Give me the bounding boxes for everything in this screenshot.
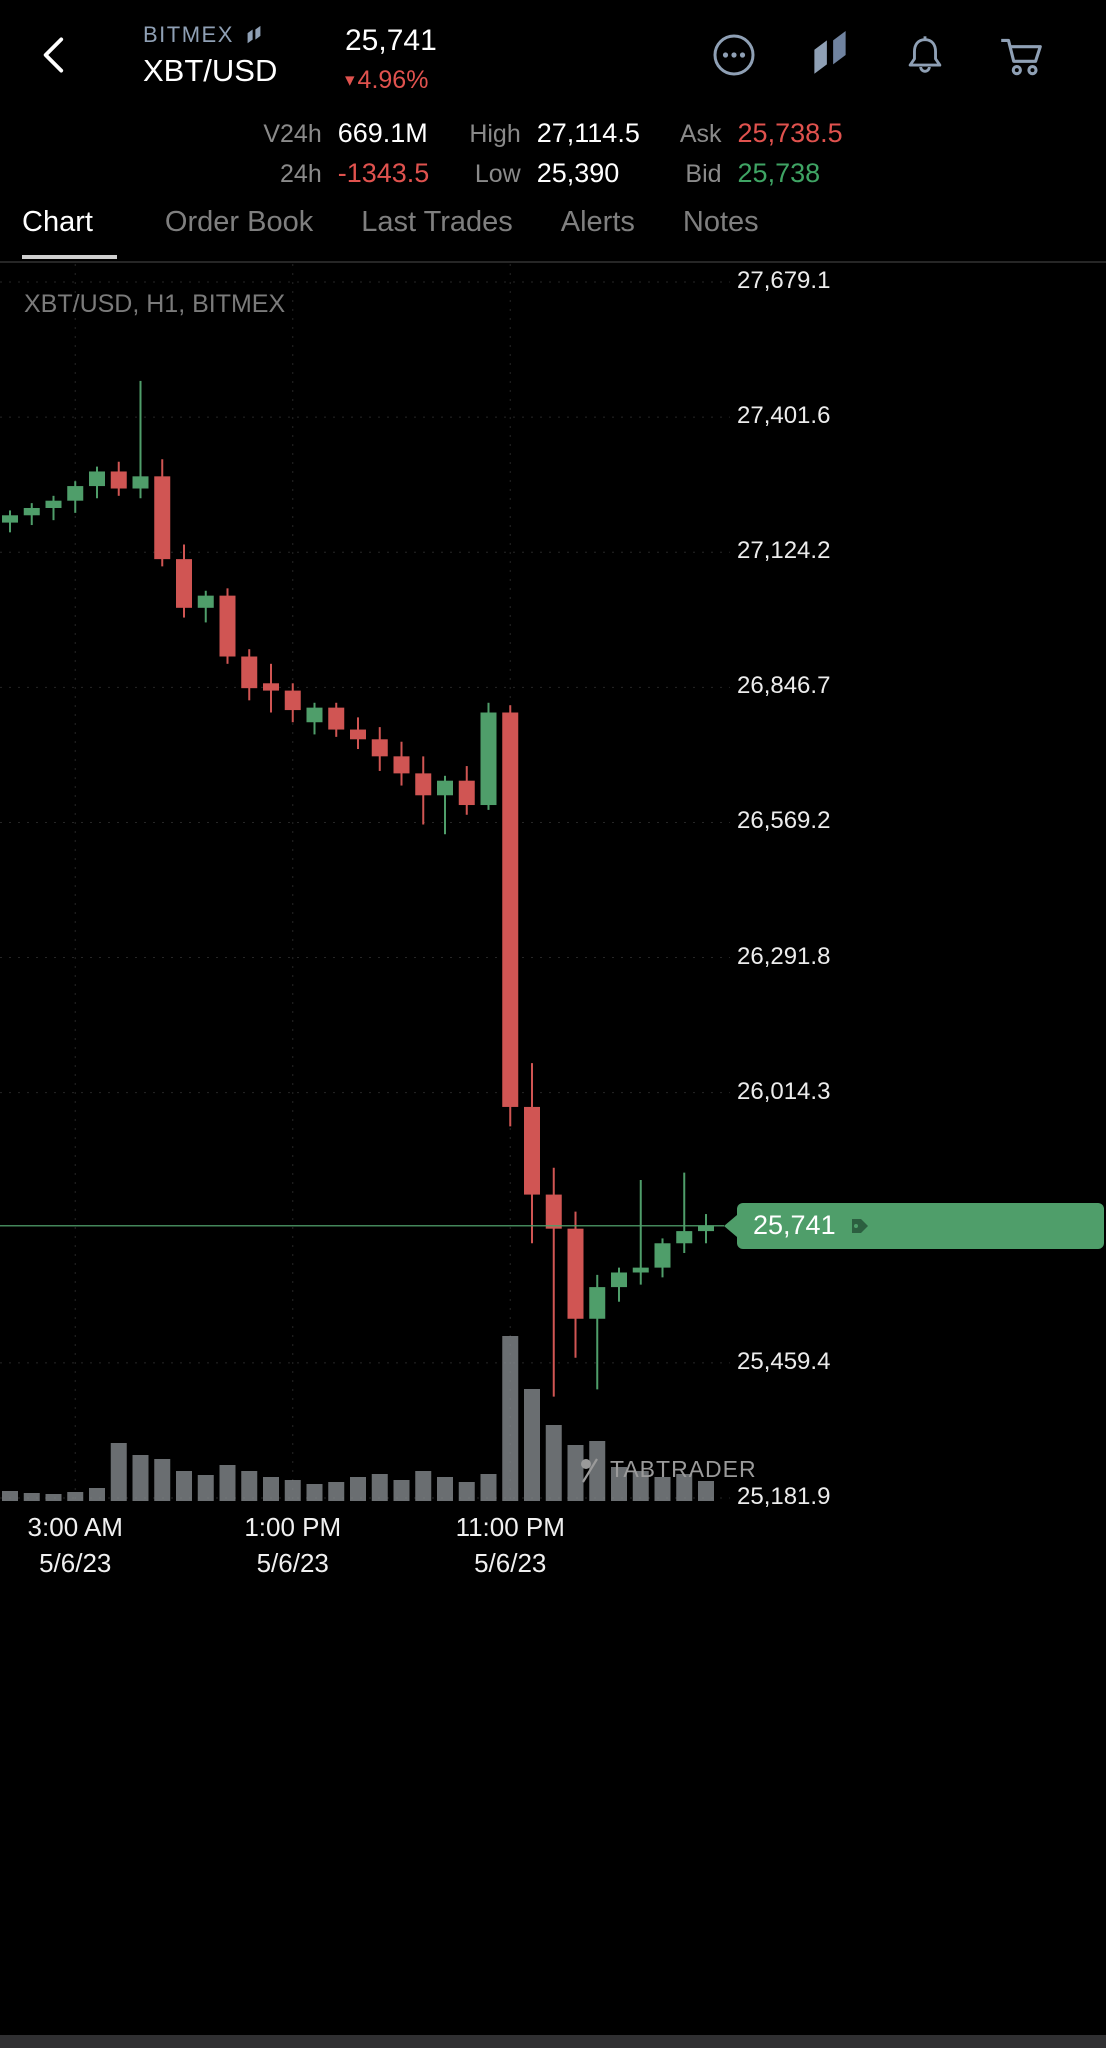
header-actions [710,30,1048,80]
ask-label: Ask [679,120,722,148]
low-label: Low [474,160,521,188]
price-tag-arrow-icon [724,1214,737,1237]
brand-watermark: TABTRADER [578,1456,757,1483]
tabtrader-watermark-icon [581,1457,598,1483]
back-button[interactable] [28,28,82,84]
price-axis-label: 25,181.9 [737,1483,831,1510]
v24h-label: V24h [263,120,322,148]
tab-chart[interactable]: Chart [22,206,117,259]
ask-value: 25,738.5 [737,118,843,148]
triangle-down-icon: ▾ [345,70,355,91]
tab-last-trades[interactable]: Last Trades [361,206,513,238]
pair-block: BITMEX XBT/USD [143,22,277,89]
price-axis-label: 26,846.7 [737,672,831,700]
ellipsis-circle-icon [713,34,755,76]
price-block: 25,741 ▾ 4.96% [345,24,437,95]
bottom-bar [0,2035,1106,2048]
price-tag-value: 25,741 [753,1210,836,1241]
price-axis-label: 25,459.4 [737,1347,831,1375]
stats-bar: V24h 669.1M 24h -1343.5 High 27,114.5 Lo… [0,118,1106,189]
tab-order-book[interactable]: Order Book [164,206,314,238]
tab-bar: Chart Order Book Last Trades Alerts Note… [22,206,1106,259]
chart-watermark: XBT/USD, H1, BITMEX [24,290,286,318]
price-axis-label: 27,679.1 [737,267,831,294]
price-change: ▾ 4.96% [345,66,437,95]
time-axis-label: 3:00 AM 5/6/23 [27,1512,123,1578]
bell-icon [908,36,942,73]
v24h-value: 669.1M [337,118,428,148]
more-button[interactable] [710,31,758,79]
tab-alerts[interactable]: Alerts [560,206,635,238]
change-percent: 4.96% [357,66,429,94]
volume-change-stats: V24h 669.1M 24h -1343.5 [263,118,429,189]
last-price: 25,741 [345,24,437,57]
time-axis-label: 1:00 PM 5/6/23 [244,1512,342,1578]
tabtrader-logo-icon [814,31,846,74]
alerts-bell-button[interactable] [902,30,948,80]
low-value: 25,390 [536,158,620,188]
high-low-stats: High 27,114.5 Low 25,390 [469,118,640,189]
price-axis-label: 26,291.8 [737,942,831,970]
price-axis-label: 26,014.3 [737,1077,831,1105]
ask-bid-stats: Ask 25,738.5 Bid 25,738 [680,118,843,189]
exchange-name: BITMEX [143,22,234,47]
chart-region[interactable]: XBT/USD, H1, BITMEX 27,679.1 27,401.6 27,1… [0,264,1106,1510]
price-axis-label: 27,401.6 [737,402,831,430]
cart-button[interactable] [994,30,1048,80]
high-label: High [469,120,521,148]
tabs-divider [0,261,1106,263]
exchange-logo-icon [247,25,261,44]
high-value: 27,114.5 [536,118,640,148]
tabtrader-logo-button[interactable] [804,30,856,80]
current-price-tag: 25,741 [724,1202,1104,1249]
price-axis: 27,679.1 27,401.6 27,124.2 26,846.7 26,569.2… [737,264,1106,1510]
price-axis-label: 27,124.2 [737,537,831,565]
time-axis-label: 11:00 PM 5/6/23 [455,1512,565,1578]
bid-value: 25,738 [737,158,821,188]
brand-watermark-text: TABTRADER [610,1456,757,1482]
tab-notes[interactable]: Notes [682,206,759,238]
time-axis: 3:00 AM 5/6/23 1:00 PM 5/6/23 11:00 PM 5/6/23 [0,1512,740,1592]
chg24-label: 24h [280,160,322,188]
chevron-left-icon [43,37,64,72]
header: BITMEX XBT/USD 25,741 ▾ 4.96% [0,0,1106,112]
pair-title: XBT/USD [143,53,278,88]
bid-label: Bid [685,160,722,188]
tag-icon [851,1218,868,1233]
chg24-value: -1343.5 [337,158,430,188]
candlestick-chart[interactable] [0,264,1106,1507]
shopping-cart-icon [1001,38,1042,76]
price-axis-label: 26,569.2 [737,807,831,835]
